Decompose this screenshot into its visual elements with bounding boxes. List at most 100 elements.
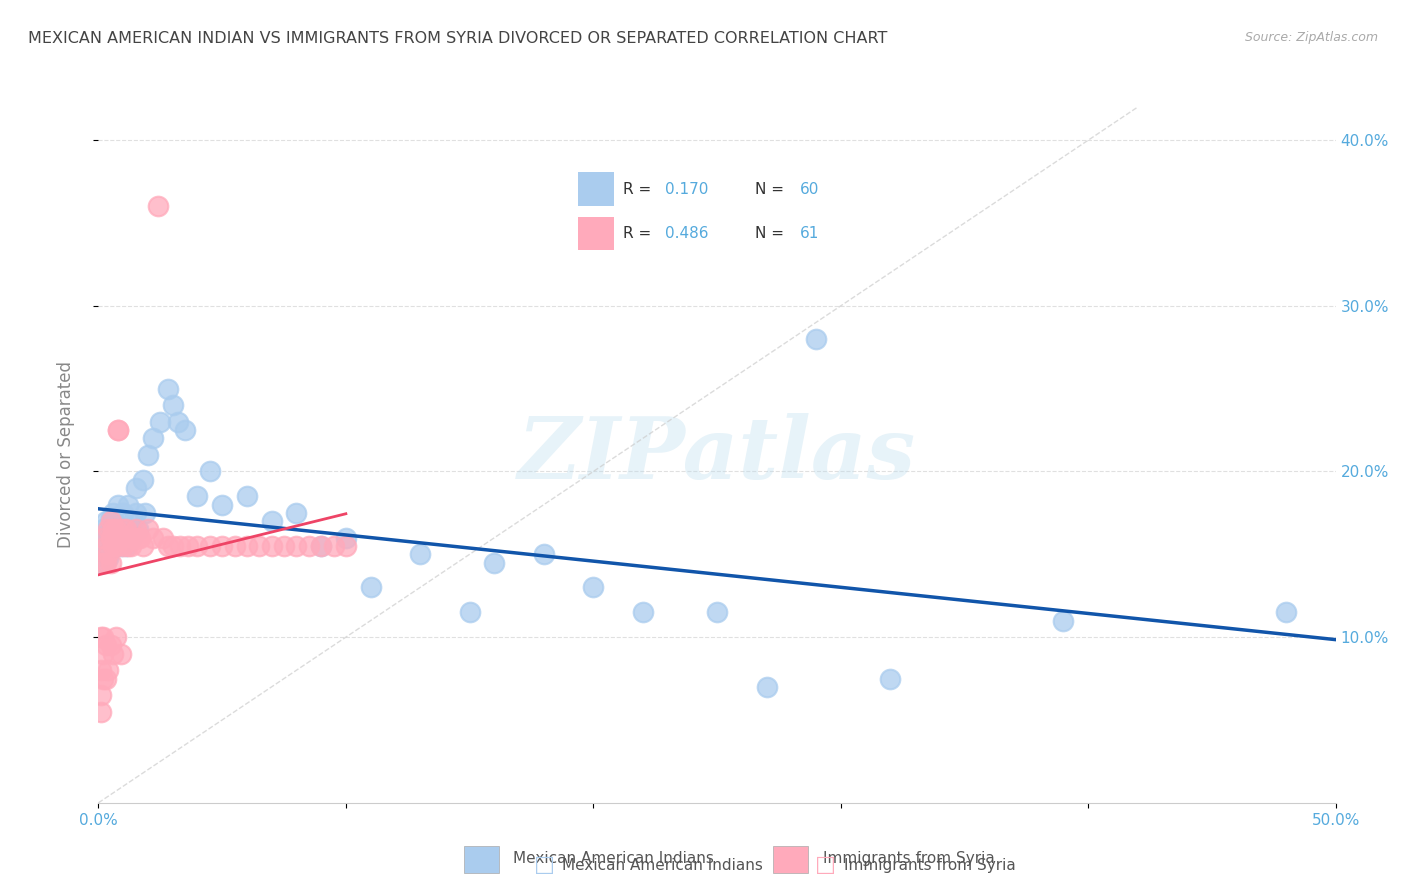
- Point: [93, 630, 115, 644]
- Point: [112, 506, 135, 520]
- Point: [409, 547, 432, 561]
- Point: [1052, 614, 1074, 628]
- Text: □: □: [534, 855, 555, 875]
- Point: [114, 523, 136, 537]
- Point: [236, 489, 259, 503]
- Point: [132, 539, 155, 553]
- Point: [100, 539, 122, 553]
- FancyBboxPatch shape: [578, 218, 613, 251]
- FancyBboxPatch shape: [773, 847, 808, 873]
- Point: [93, 531, 115, 545]
- Point: [104, 517, 127, 532]
- Point: [90, 539, 112, 553]
- Text: Source: ZipAtlas.com: Source: ZipAtlas.com: [1244, 31, 1378, 45]
- Point: [120, 539, 142, 553]
- Point: [198, 465, 221, 479]
- Point: [100, 514, 122, 528]
- Point: [309, 539, 332, 553]
- Point: [211, 498, 233, 512]
- Point: [94, 539, 117, 553]
- Point: [174, 423, 197, 437]
- Point: [94, 534, 117, 549]
- Point: [114, 539, 136, 553]
- Text: 0.486: 0.486: [665, 227, 709, 242]
- Point: [93, 647, 115, 661]
- Point: [124, 523, 146, 537]
- Point: [103, 534, 125, 549]
- Point: [97, 663, 120, 677]
- Point: [285, 506, 308, 520]
- Text: Mexican American Indians: Mexican American Indians: [513, 851, 714, 866]
- Point: [100, 511, 122, 525]
- Point: [107, 498, 129, 512]
- Point: [273, 539, 295, 553]
- Point: [117, 523, 139, 537]
- Text: 61: 61: [800, 227, 820, 242]
- Point: [335, 539, 357, 553]
- Point: [107, 531, 129, 545]
- Text: Mexican American Indians: Mexican American Indians: [562, 858, 763, 872]
- Point: [93, 523, 115, 537]
- Point: [112, 539, 135, 553]
- Point: [146, 199, 169, 213]
- Point: [198, 539, 221, 553]
- Point: [879, 672, 901, 686]
- Point: [112, 523, 135, 537]
- Point: [309, 539, 332, 553]
- Point: [90, 705, 112, 719]
- Point: [117, 498, 139, 512]
- Point: [120, 531, 142, 545]
- Point: [100, 556, 122, 570]
- Text: 0.170: 0.170: [665, 181, 709, 196]
- Point: [247, 539, 270, 553]
- Text: Immigrants from Syria: Immigrants from Syria: [823, 851, 994, 866]
- Point: [110, 647, 132, 661]
- Point: [122, 531, 145, 545]
- Point: [90, 688, 112, 702]
- Point: [631, 605, 654, 619]
- Point: [112, 523, 135, 537]
- Point: [162, 398, 184, 412]
- Point: [1275, 605, 1298, 619]
- Text: ZIPatlas: ZIPatlas: [517, 413, 917, 497]
- Point: [117, 539, 139, 553]
- Point: [360, 581, 382, 595]
- Point: [100, 531, 122, 545]
- Point: [97, 550, 120, 565]
- Text: R =: R =: [623, 227, 657, 242]
- Point: [129, 531, 152, 545]
- Point: [458, 605, 481, 619]
- Point: [104, 539, 127, 553]
- Point: [533, 547, 555, 561]
- Point: [103, 539, 125, 553]
- Text: N =: N =: [755, 181, 789, 196]
- Point: [100, 639, 122, 653]
- Point: [211, 539, 233, 553]
- Text: 60: 60: [800, 181, 820, 196]
- Point: [142, 431, 165, 445]
- Point: [132, 473, 155, 487]
- Point: [124, 506, 146, 520]
- Point: [90, 663, 112, 677]
- Point: [97, 547, 120, 561]
- Point: [149, 415, 172, 429]
- FancyBboxPatch shape: [464, 847, 499, 873]
- Point: [93, 556, 115, 570]
- Point: [236, 539, 259, 553]
- Point: [162, 539, 184, 553]
- Point: [107, 423, 129, 437]
- Point: [298, 539, 321, 553]
- Point: [94, 672, 117, 686]
- Point: [176, 539, 198, 553]
- Point: [93, 556, 115, 570]
- Point: [90, 531, 112, 545]
- Point: [110, 539, 132, 553]
- Point: [122, 514, 145, 528]
- Point: [156, 539, 179, 553]
- Point: [124, 481, 146, 495]
- Point: [94, 514, 117, 528]
- Text: R =: R =: [623, 181, 657, 196]
- Point: [136, 523, 159, 537]
- Point: [94, 556, 117, 570]
- Point: [134, 506, 156, 520]
